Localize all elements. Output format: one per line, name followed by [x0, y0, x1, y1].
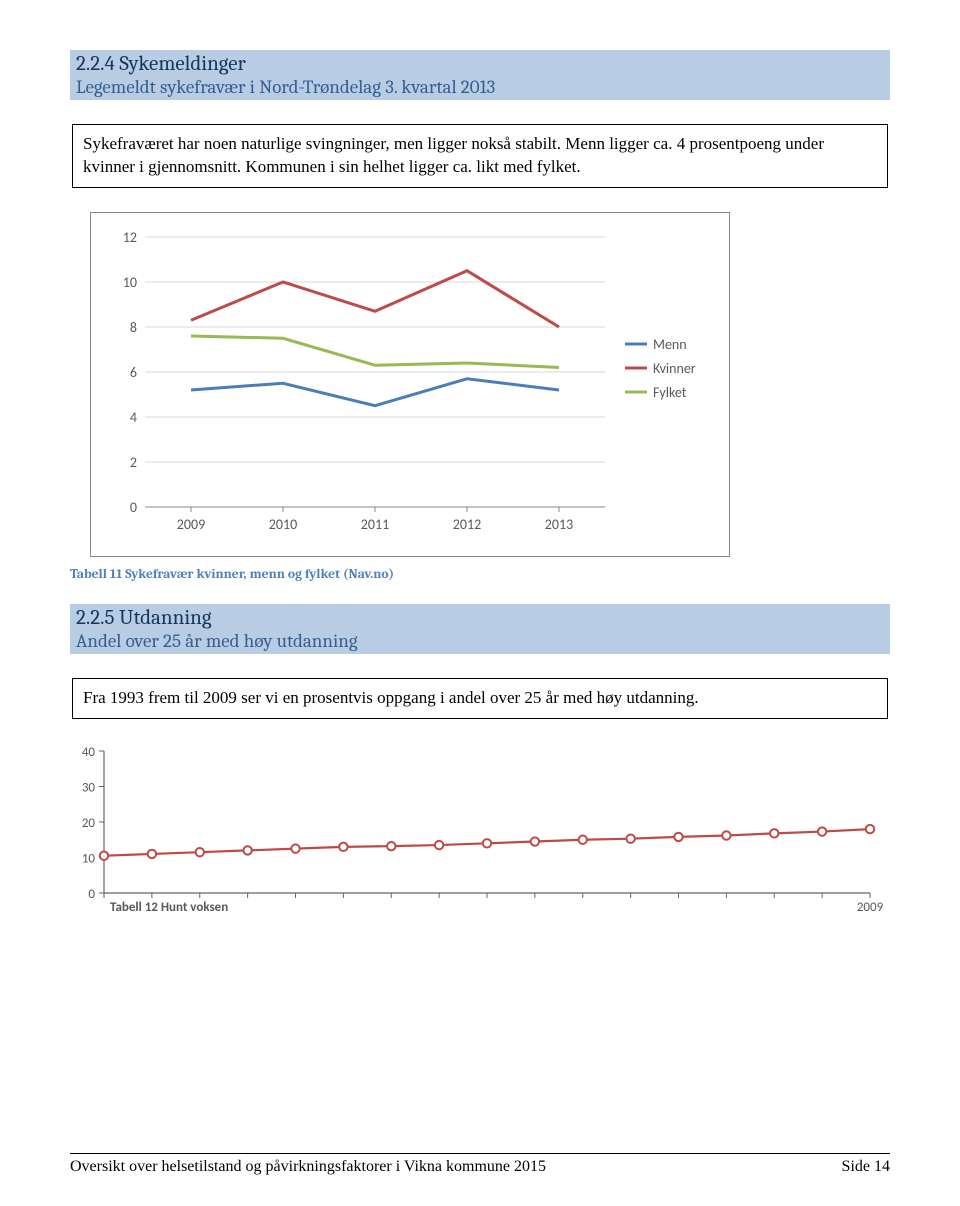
section-heading-band: 2.2.4 Sykemeldinger Legemeldt sykefravær… [70, 50, 890, 100]
svg-text:10: 10 [123, 274, 137, 291]
svg-text:10: 10 [82, 851, 96, 866]
svg-text:Fylket: Fylket [653, 384, 687, 401]
svg-text:Tabell 12 Hunt voksen: Tabell 12 Hunt voksen [110, 900, 228, 915]
section-title: 2.2.4 Sykemeldinger [76, 52, 884, 76]
page-footer: Oversikt over helsetilstand og påvirknin… [70, 1153, 890, 1176]
svg-text:2: 2 [130, 454, 137, 471]
svg-text:2010: 2010 [269, 516, 297, 533]
svg-text:6: 6 [130, 364, 137, 381]
svg-text:30: 30 [82, 780, 96, 795]
svg-text:0: 0 [88, 887, 95, 902]
svg-text:Menn: Menn [653, 336, 687, 353]
footer-left: Oversikt over helsetilstand og påvirknin… [70, 1158, 546, 1176]
svg-text:2009: 2009 [177, 516, 205, 533]
summary-box-2: Fra 1993 frem til 2009 ser vi en prosent… [72, 678, 888, 719]
svg-text:12: 12 [123, 229, 137, 246]
svg-text:Kvinner: Kvinner [653, 360, 696, 377]
svg-text:2012: 2012 [453, 516, 481, 533]
svg-text:40: 40 [82, 745, 96, 760]
footer-right: Side 14 [842, 1158, 890, 1176]
chart-2-container: 0 10 20 30 40 2009 Tabell 12 Hunt voksen [70, 743, 890, 923]
svg-text:4: 4 [130, 409, 137, 426]
svg-text:20: 20 [82, 816, 96, 831]
section-title-2: 2.2.5 Utdanning [76, 606, 884, 630]
summary-box-1: Sykefraværet har noen naturlige svingnin… [72, 124, 888, 188]
chart-1-container: 0 2 4 6 8 10 12 2009 2010 2011 2012 2013 Menn Kvinner… [90, 212, 730, 557]
svg-text:0: 0 [130, 499, 137, 516]
summary-text-1: Sykefraværet har noen naturlige svingnin… [83, 134, 824, 176]
chart-1-caption: Tabell 11 Sykefravær kvinner, menn og fy… [70, 567, 890, 582]
svg-text:2011: 2011 [361, 516, 389, 533]
sykefravaer-line-chart: 0 2 4 6 8 10 12 2009 2010 2011 2012 2013 Menn Kvinner… [105, 227, 715, 537]
section-subtitle: Legemeldt sykefravær i Nord-Trøndelag 3.… [76, 76, 884, 98]
utdanning-line-chart: 0 10 20 30 40 2009 Tabell 12 Hunt voksen [70, 743, 890, 918]
section-heading-band-2: 2.2.5 Utdanning Andel over 25 år med høy… [70, 604, 890, 654]
svg-text:2013: 2013 [545, 516, 573, 533]
svg-text:8: 8 [130, 319, 137, 336]
summary-text-2: Fra 1993 frem til 2009 ser vi en prosent… [83, 688, 699, 707]
svg-text:2009: 2009 [857, 900, 884, 915]
section-subtitle-2: Andel over 25 år med høy utdanning [76, 630, 884, 652]
